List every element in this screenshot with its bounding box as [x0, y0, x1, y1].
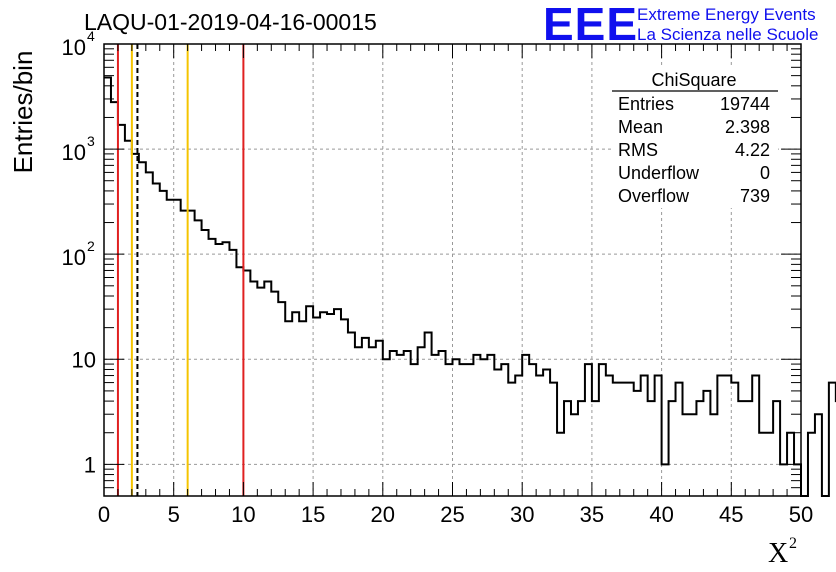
stats-value-mean: 2.398: [725, 117, 770, 137]
x-tick-label: 5: [168, 502, 180, 527]
x-axis-title-base: X: [768, 538, 788, 569]
stats-value-rms: 4.22: [735, 140, 770, 160]
x-axis-title: X 2: [768, 535, 797, 569]
x-tick-label: 35: [580, 502, 604, 527]
x-tick-label: 15: [301, 502, 325, 527]
y-tick-label-base: 10: [62, 245, 86, 270]
histogram: [104, 76, 836, 497]
stats-label-underflow: Underflow: [618, 163, 700, 183]
stats-label-rms: RMS: [618, 140, 658, 160]
x-tick-label: 45: [719, 502, 743, 527]
y-tick-label: 10: [72, 347, 96, 372]
logo-subtitle-1: Extreme Energy Events: [637, 5, 816, 24]
stats-value-entries: 19744: [720, 94, 770, 114]
y-tick-label: 10 4: [62, 28, 95, 60]
x-tick-label: 10: [231, 502, 255, 527]
x-tick-label: 25: [440, 502, 464, 527]
x-tick-label: 50: [789, 502, 813, 527]
x-tick-label: 40: [649, 502, 673, 527]
stats-box: ChiSquare Entries 19744 Mean 2.398 RMS 4…: [612, 68, 778, 208]
stats-value-underflow: 0: [760, 163, 770, 183]
x-tick-label: 20: [371, 502, 395, 527]
eee-logo: EEE Extreme Energy Events La Scienza nel…: [543, 0, 818, 50]
y-tick-label: 10 2: [62, 238, 95, 270]
y-tick-label-exponent: 2: [87, 238, 95, 254]
x-tick-labels: 0 5 10 15 20 25 30 35 40 45 50: [98, 502, 813, 527]
stats-title: ChiSquare: [651, 70, 736, 90]
x-tick-label: 0: [98, 502, 110, 527]
logo-subtitle-2: La Scienza nelle Scuole: [637, 25, 818, 44]
stats-label-entries: Entries: [618, 94, 674, 114]
histogram-outline: [104, 76, 836, 497]
y-axis-title: Entries/bin: [8, 51, 38, 174]
logo-mark: EEE: [543, 0, 638, 50]
y-tick-label: 10 3: [62, 133, 95, 165]
stats-label-mean: Mean: [618, 117, 663, 137]
x-axis-title-exponent: 2: [789, 535, 797, 552]
y-tick-label: 1: [84, 452, 96, 477]
y-tick-label-exponent: 4: [87, 28, 95, 44]
stats-label-overflow: Overflow: [618, 186, 690, 206]
y-tick-label-base: 10: [72, 347, 96, 372]
y-tick-label-base: 10: [62, 140, 86, 165]
plot-title: LAQU-01-2019-04-16-00015: [84, 9, 377, 35]
y-tick-label-base: 10: [62, 35, 86, 60]
x-tick-label: 30: [510, 502, 534, 527]
reference-lines: [116, 44, 245, 496]
axis-ticks: [103, 43, 802, 497]
stats-value-overflow: 739: [740, 186, 770, 206]
y-tick-label-base: 1: [84, 452, 96, 477]
y-tick-label-exponent: 3: [87, 133, 95, 149]
